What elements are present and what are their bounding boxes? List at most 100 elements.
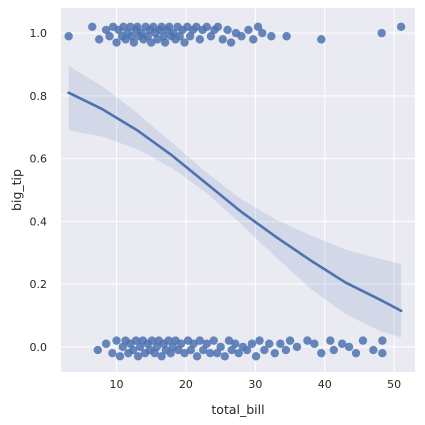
scatter-point: [119, 22, 128, 32]
scatter-point: [234, 348, 243, 358]
scatter-point: [199, 345, 208, 355]
scatter-point: [159, 32, 168, 41]
scatter-point: [237, 32, 246, 41]
scatter-point: [206, 32, 216, 41]
scatter-point: [369, 345, 378, 355]
scatter-point: [378, 336, 387, 345]
scatter-point: [101, 25, 111, 35]
scatter-point: [226, 38, 236, 47]
scatter-point: [258, 28, 267, 38]
scatter-point: [242, 345, 252, 355]
scatter-point: [396, 22, 406, 32]
scatter-point: [351, 348, 361, 358]
ci-band-area: [68, 66, 402, 338]
y-tick-label: 0.6: [30, 153, 48, 166]
scatter-point: [115, 352, 125, 361]
scatter-point: [223, 25, 232, 35]
scatter-point: [267, 32, 276, 41]
confidence-band: [68, 66, 402, 338]
scatter-point: [195, 35, 205, 44]
scatter-point: [337, 339, 347, 348]
scatter-point: [247, 339, 257, 348]
scatter-point: [281, 345, 291, 355]
scatter-point: [260, 345, 269, 355]
scatter-point: [160, 38, 170, 47]
scatter-point: [192, 352, 202, 361]
x-axis-ticks: 10 20 30 40 50: [110, 378, 402, 391]
scatter-point: [310, 339, 319, 348]
scatter-point: [213, 22, 223, 32]
x-tick-label: 50: [387, 378, 401, 391]
scatter-point: [358, 336, 368, 345]
scatter-point: [185, 32, 195, 41]
scatter-point: [180, 348, 189, 358]
y-axis-ticks: 0.0 0.2 0.4 0.6 0.8 1.0: [30, 27, 48, 354]
scatter-point: [94, 35, 104, 44]
scatter-points: [64, 22, 406, 361]
scatter-point: [303, 336, 312, 345]
y-axis-label: big_tip: [9, 169, 24, 211]
scatter-point: [112, 336, 121, 345]
x-tick-label: 20: [179, 378, 193, 391]
scatter-point: [212, 348, 222, 358]
scatter-point: [176, 339, 186, 348]
scatter-point: [189, 339, 198, 348]
scatter-point: [202, 339, 211, 348]
regression-line: [67, 91, 403, 313]
scatter-point: [133, 22, 142, 32]
scatter-point: [253, 22, 263, 32]
scatter-point: [329, 345, 338, 355]
scatter-point: [326, 336, 335, 345]
scatter-point: [265, 339, 274, 348]
scatter-point: [174, 345, 183, 355]
scatter-point: [282, 32, 291, 41]
scatter-point: [231, 339, 240, 348]
scatter-point: [175, 32, 184, 41]
scatter-point: [220, 352, 230, 361]
scatter-point: [157, 352, 166, 361]
plot-area: [61, 8, 415, 372]
scatter-point: [131, 336, 141, 345]
scatter-point: [317, 348, 326, 358]
y-tick-label: 1.0: [30, 27, 48, 40]
scatter-point: [270, 348, 279, 358]
scatter-point: [192, 22, 201, 32]
x-tick-label: 10: [110, 378, 124, 391]
scatter-point: [101, 339, 111, 348]
scatter-point: [93, 345, 102, 355]
scatter-point: [378, 348, 387, 358]
scatter-point: [218, 35, 227, 44]
scatter-point: [180, 38, 189, 47]
scatter-point: [135, 342, 145, 352]
scatter-point: [344, 342, 354, 352]
x-axis-label: total_bill: [211, 402, 264, 417]
scatter-point: [118, 342, 127, 352]
scatter-point: [216, 342, 225, 352]
scatter-point: [64, 32, 73, 41]
scatter-point: [88, 22, 97, 32]
scatter-point: [276, 339, 285, 348]
scatter-point: [244, 25, 253, 35]
x-tick-label: 40: [318, 378, 332, 391]
scatter-point: [206, 348, 215, 358]
scatter-point: [165, 22, 174, 32]
y-tick-label: 0.0: [30, 341, 48, 354]
scatter-point: [224, 336, 234, 345]
scatter-point: [249, 35, 258, 44]
scatter-point: [251, 352, 261, 361]
scatter-point: [285, 336, 295, 345]
scatter-point: [317, 35, 326, 44]
scatter-point: [105, 32, 114, 41]
scatter-point: [202, 22, 211, 32]
y-tick-label: 0.2: [30, 278, 48, 291]
scatter-point: [147, 336, 157, 345]
scatter-point: [129, 38, 139, 47]
scatter-point: [209, 336, 218, 345]
scatter-point: [164, 336, 173, 345]
scatter-point: [147, 38, 156, 47]
scatter-point: [186, 345, 195, 355]
scatter-point: [227, 345, 236, 355]
scatter-point: [377, 28, 386, 38]
scatter-point: [108, 348, 117, 358]
